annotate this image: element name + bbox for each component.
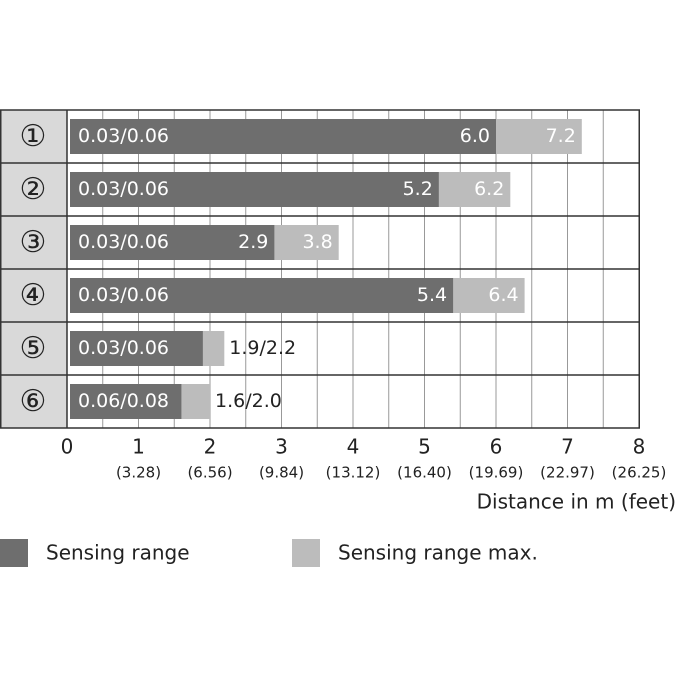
- x-tick-sublabel: (3.28): [116, 464, 161, 482]
- bar: [70, 172, 439, 207]
- start-label: 0.03/0.06: [78, 284, 169, 306]
- category-label: ⑥: [20, 384, 47, 419]
- x-tick-label: 5: [418, 435, 431, 459]
- category-label: ②: [20, 172, 47, 207]
- x-tick-sublabel: (19.69): [469, 464, 524, 482]
- value-label: 2.9: [238, 231, 268, 253]
- start-label: 0.03/0.06: [78, 125, 169, 147]
- x-tick-label: 2: [204, 435, 217, 459]
- value-label: 6.0: [460, 125, 490, 147]
- value-label: 5.4: [417, 284, 447, 306]
- value-label: 1.9/2.2: [229, 337, 296, 359]
- bar: [70, 384, 182, 419]
- x-tick-label: 4: [347, 435, 360, 459]
- x-tick-label: 8: [633, 435, 646, 459]
- x-tick-label: 6: [490, 435, 503, 459]
- x-tick-label: 7: [561, 435, 574, 459]
- start-label: 0.06/0.08: [78, 390, 169, 412]
- x-tick-sublabel: (13.12): [326, 464, 381, 482]
- start-label: 0.03/0.06: [78, 337, 169, 359]
- x-tick-sublabel: (9.84): [259, 464, 304, 482]
- value-label: 6.2: [474, 178, 504, 200]
- legend-label: Sensing range: [46, 541, 190, 565]
- start-label: 0.03/0.06: [78, 178, 169, 200]
- legend-swatch: [0, 539, 28, 567]
- x-tick-label: 1: [132, 435, 145, 459]
- x-tick-sublabel: (16.40): [397, 464, 452, 482]
- value-label: 7.2: [546, 125, 576, 147]
- category-label: ①: [20, 119, 47, 154]
- legend-label: Sensing range max.: [338, 541, 538, 565]
- value-label: 5.2: [403, 178, 433, 200]
- category-label: ⑤: [20, 331, 47, 366]
- frame: [0, 109, 640, 429]
- x-tick-sublabel: (22.97): [540, 464, 595, 482]
- value-label: 3.8: [302, 231, 332, 253]
- x-tick-label: 0: [61, 435, 74, 459]
- value-label: 6.4: [488, 284, 518, 306]
- start-label: 0.03/0.06: [78, 231, 169, 253]
- bar: [70, 225, 275, 260]
- category-label: ④: [20, 278, 47, 313]
- x-tick-sublabel: (6.56): [187, 464, 232, 482]
- bar: [70, 119, 496, 154]
- x-tick-sublabel: (26.25): [612, 464, 667, 482]
- bar: [70, 278, 454, 313]
- category-label: ③: [20, 225, 47, 260]
- x-tick-label: 3: [275, 435, 288, 459]
- value-label: 1.6/2.0: [215, 390, 282, 412]
- legend-swatch: [292, 539, 320, 567]
- x-axis-label: Distance in m (feet): [477, 490, 676, 514]
- bar: [70, 331, 203, 366]
